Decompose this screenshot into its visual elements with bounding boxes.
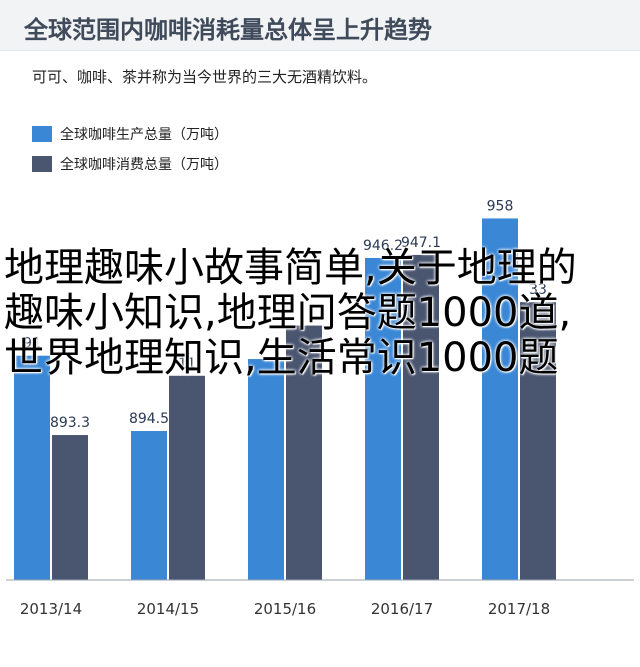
x-tick-label: 2017/18 bbox=[488, 600, 550, 618]
legend-swatch-consumption bbox=[32, 156, 52, 172]
chart-subtitle: 可可、咖啡、茶并称为当今世界的三大无酒精饮料。 bbox=[32, 68, 378, 86]
legend-label-production: 全球咖啡生产总量（万吨） bbox=[60, 127, 228, 143]
data-label: 91 bbox=[23, 336, 41, 352]
bar-consumption-2015/16 bbox=[286, 325, 322, 580]
legend-label-consumption: 全球咖啡消费总量（万吨） bbox=[60, 157, 228, 173]
x-tick-label: 2014/15 bbox=[137, 600, 199, 618]
bar-production-2016/17 bbox=[365, 257, 401, 580]
data-label: 958 bbox=[487, 198, 514, 214]
data-label: 894.5 bbox=[129, 411, 169, 427]
x-tick-label: 2015/16 bbox=[254, 600, 316, 618]
bar-consumption-2016/17 bbox=[403, 254, 439, 580]
bar-production-2014/15 bbox=[131, 431, 167, 580]
data-label: 33 bbox=[529, 282, 547, 298]
legend: 全球咖啡生产总量（万吨） 全球咖啡消费总量（万吨） bbox=[32, 120, 228, 180]
data-label: 947.1 bbox=[401, 235, 441, 251]
data-label: 946.2 bbox=[363, 238, 403, 254]
x-tick-label: 2016/17 bbox=[371, 600, 433, 618]
bar-consumption-2017/18 bbox=[520, 302, 556, 580]
legend-swatch-production bbox=[32, 126, 52, 142]
data-label: 11 bbox=[178, 356, 196, 372]
bar-consumption-2013/14 bbox=[52, 435, 88, 580]
bar-production-2015/16 bbox=[248, 359, 284, 580]
legend-item-production: 全球咖啡生产总量（万吨） bbox=[32, 120, 228, 148]
data-label: 893.3 bbox=[50, 415, 90, 431]
title-bar: 全球范围内咖啡消耗量总体呈上升趋势 bbox=[0, 0, 640, 51]
bar-production-2017/18 bbox=[482, 218, 518, 580]
overlay-headline: 地理趣味小故事简单,关于地理的趣味小知识,地理问答题1000道,世界地理知识,生… bbox=[4, 245, 577, 381]
bar-production-2013/14 bbox=[14, 355, 50, 580]
x-tick-label: 2013/14 bbox=[20, 600, 82, 618]
legend-item-consumption: 全球咖啡消费总量（万吨） bbox=[32, 150, 228, 178]
chart-title: 全球范围内咖啡消耗量总体呈上升趋势 bbox=[24, 16, 432, 44]
bar-consumption-2014/15 bbox=[169, 375, 205, 580]
